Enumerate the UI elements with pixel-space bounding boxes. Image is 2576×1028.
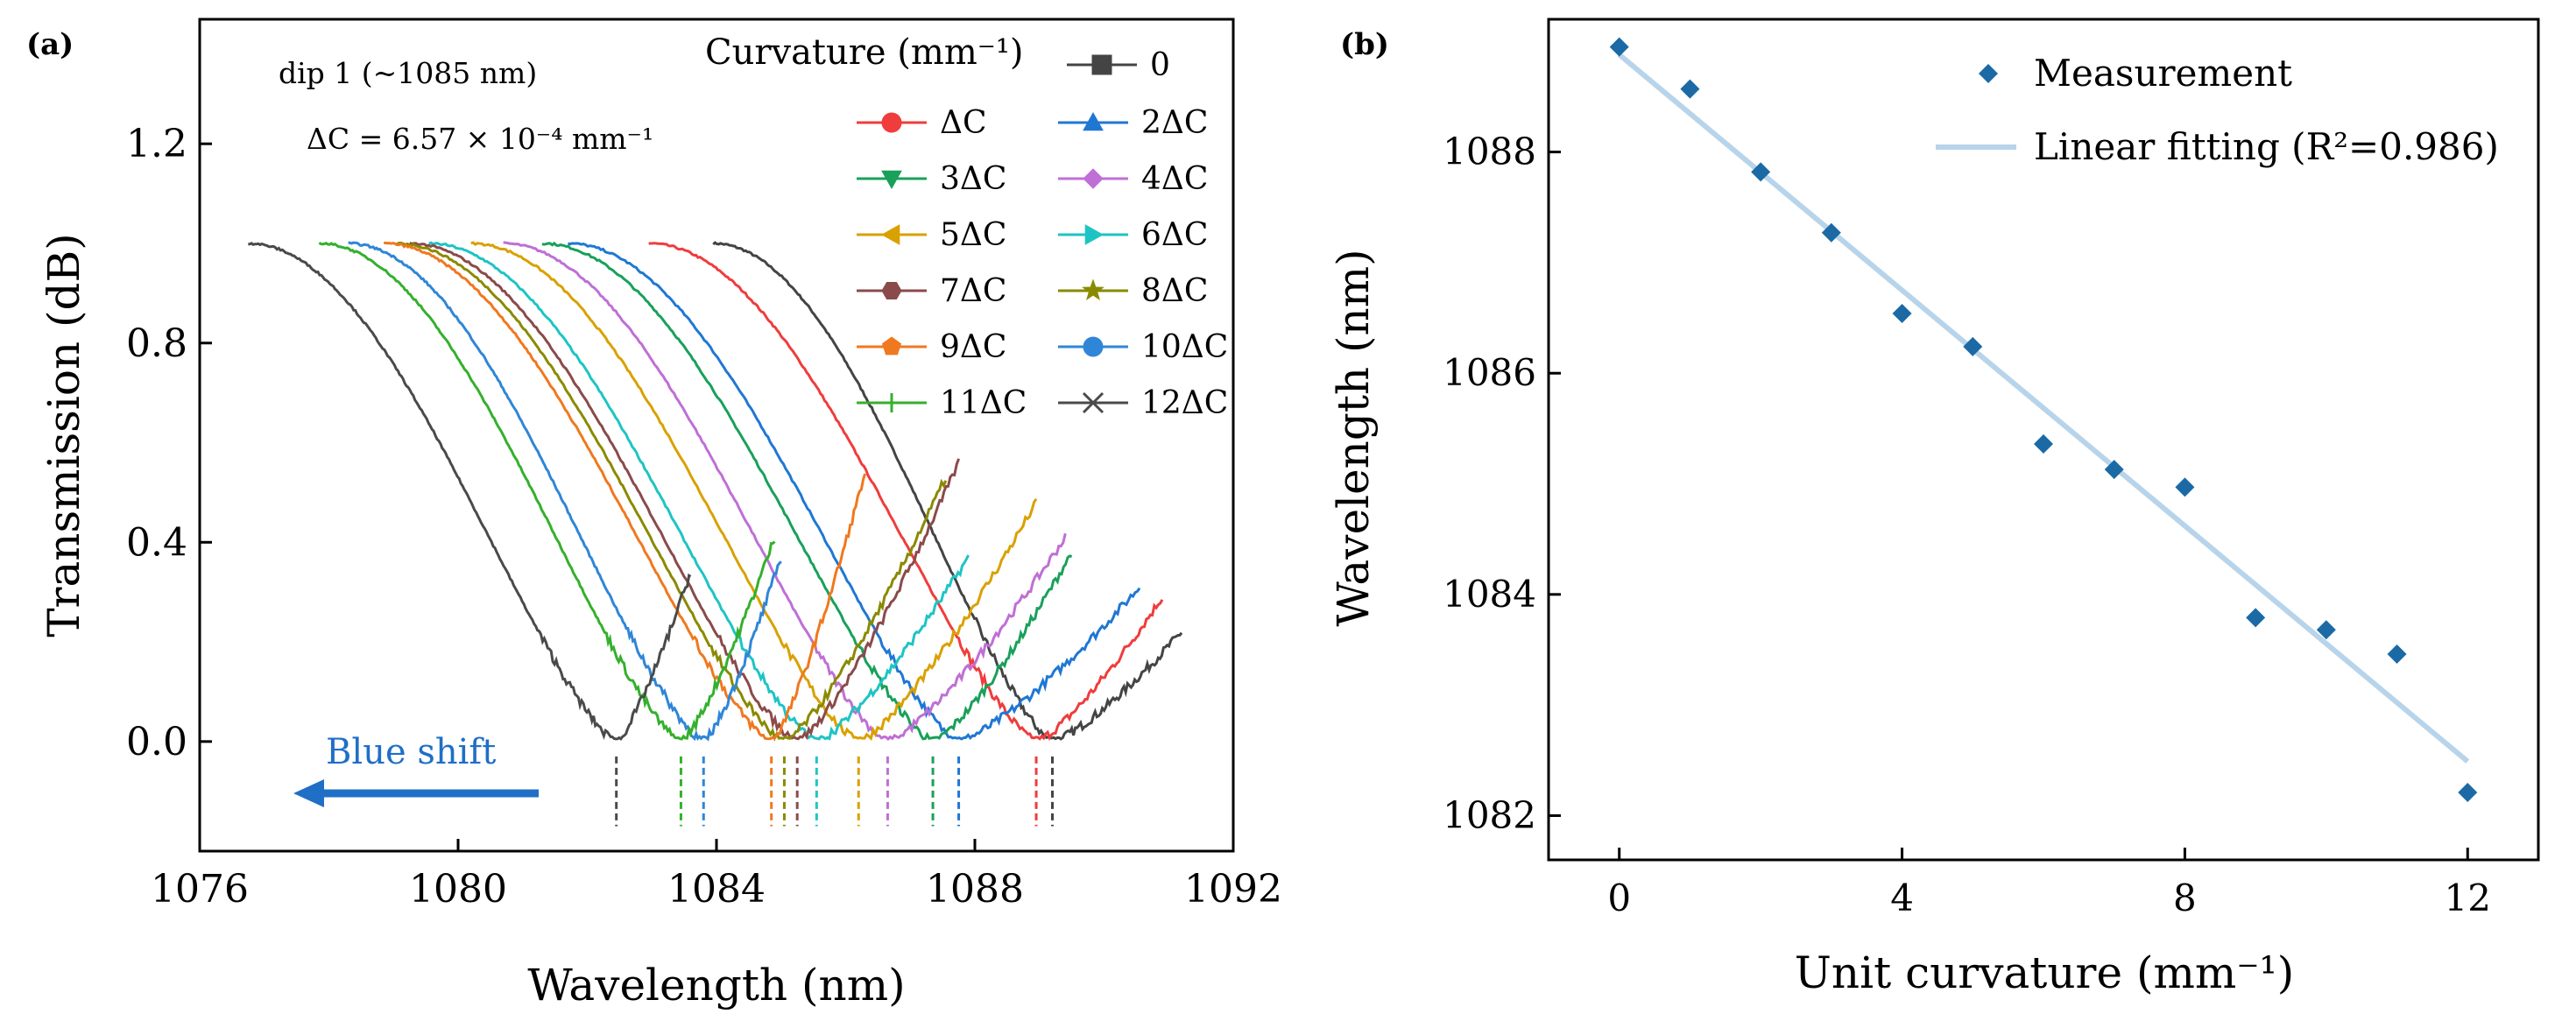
measurement-point	[1892, 304, 1912, 323]
transmission-curve-11	[318, 242, 776, 741]
x-tick-label: 1088	[926, 867, 1024, 912]
transmission-curve-10	[348, 241, 782, 742]
legend-marker-0	[1091, 54, 1112, 75]
x-tick-label: 12	[2445, 877, 2491, 919]
legend-label-8: 8ΔC	[1141, 273, 1208, 309]
measurement-point	[2458, 782, 2478, 802]
panel-b-y-axis: 1082 1084 1086 1088	[1443, 130, 1561, 836]
transmission-curve-4	[503, 241, 1067, 742]
panel-a-x-axis-label: Wavelength (nm)	[527, 960, 905, 1010]
y-tick-label: 1088	[1443, 130, 1536, 173]
legend-label-3: 3ΔC	[940, 161, 1006, 197]
measurement-point	[2034, 434, 2053, 454]
legend-marker-6	[1084, 224, 1105, 245]
panel-a-y-axis: 0.0 0.4 0.8 1.2	[126, 122, 212, 764]
x-tick-label: 1084	[667, 867, 766, 912]
legend-marker-1	[881, 112, 902, 133]
panel-b-legend: Measurement Linear fitting (R²=0.986)	[1936, 52, 2499, 168]
measurement-point	[1751, 162, 1771, 182]
measurement-point	[2387, 644, 2407, 665]
measurement-point	[2246, 608, 2266, 628]
delta-c-annotation: ΔC = 6.57 × 10⁻⁴ mm⁻¹	[307, 122, 653, 156]
legend-marker-7	[881, 281, 902, 300]
legend-label-5: 5ΔC	[940, 217, 1006, 253]
x-tick-label: 0	[1607, 877, 1631, 919]
legend-label-6: 6ΔC	[1141, 217, 1208, 253]
panel-b-frame	[1547, 18, 2540, 862]
legend-marker-2	[1083, 111, 1104, 131]
blue-shift-arrow-icon	[293, 779, 324, 807]
legend-marker-9	[881, 336, 902, 356]
panel-b-x-axis-label: Unit curvature (mm⁻¹)	[1795, 947, 2294, 998]
y-tick-label: 0.0	[126, 720, 187, 764]
transmission-curve-12	[248, 242, 692, 741]
legend-label-9: 9ΔC	[940, 329, 1006, 365]
legend-label-4: 4ΔC	[1141, 161, 1208, 197]
legend-marker-10	[1083, 336, 1104, 357]
legend-label-12: 12ΔC	[1141, 385, 1228, 421]
legend-marker-8	[1082, 278, 1105, 300]
transmission-curve-1	[648, 242, 1164, 742]
measurement-point	[2316, 620, 2336, 640]
legend-marker-4	[1083, 168, 1104, 189]
legend-marker-measurement	[1979, 64, 1998, 83]
panel-b-plot: 0 4 8 12 1082 1084 1086 1088 Measurement Linear…	[1443, 18, 2540, 919]
legend-label-measurement: Measurement	[2034, 52, 2292, 95]
y-tick-label: 1.2	[126, 122, 187, 166]
x-tick-label: 1076	[151, 867, 249, 912]
transmission-curve-6	[428, 241, 970, 741]
legend-label-1: ΔC	[940, 105, 987, 141]
panel-b-x-axis: 0 4 8 12	[1607, 848, 2491, 919]
panel-a-y-axis-label: Transmission (dB)	[39, 233, 89, 637]
x-tick-label: 1080	[409, 867, 507, 912]
panel-b-points	[1609, 37, 2478, 802]
blue-shift-label: Blue shift	[326, 732, 496, 772]
transmission-curve-0	[712, 241, 1183, 741]
panel-a-plot: 1076 1080 1084 1088 1092 0.0 0.4 0.8 1.2 0 ΔC 2ΔC…	[126, 18, 1282, 912]
transmission-curve-3	[541, 241, 1073, 741]
transmission-curve-9	[384, 241, 867, 741]
legend-title: Curvature (mm⁻¹)	[705, 32, 1024, 73]
legend-marker-5	[880, 224, 900, 245]
legend-label-2: 2ΔC	[1141, 105, 1208, 141]
panel-a-legend: 0 ΔC 2ΔC 3ΔC 4ΔC 5ΔC 6ΔC 7ΔC 8ΔC 9ΔC 10ΔC 11ΔC 12ΔC	[857, 47, 1228, 421]
transmission-curve-5	[470, 241, 1038, 742]
transmission-curve-2	[568, 242, 1141, 741]
measurement-point	[1821, 222, 1841, 243]
legend-marker-11	[882, 393, 901, 412]
legend-label-0: 0	[1150, 47, 1170, 83]
measurement-point	[2175, 477, 2195, 497]
transmission-curve-7	[409, 241, 961, 741]
panel-b-y-axis-label: Wavelength (nm)	[1328, 249, 1379, 626]
panel-b-label: (b)	[1340, 27, 1389, 62]
transmission-curve-8	[396, 241, 948, 742]
x-tick-label: 8	[2173, 877, 2197, 919]
y-tick-label: 1084	[1443, 573, 1536, 616]
measurement-point	[1680, 79, 1700, 99]
measurement-point	[2104, 460, 2124, 480]
legend-label-11: 11ΔC	[940, 385, 1027, 421]
y-tick-label: 0.4	[126, 520, 187, 565]
x-tick-label: 1092	[1184, 867, 1282, 912]
legend-marker-3	[881, 170, 902, 190]
panel-a-dip-markers	[615, 756, 1054, 827]
panel-a-curves	[248, 241, 1183, 742]
legend-label-10: 10ΔC	[1141, 329, 1228, 365]
y-tick-label: 1086	[1443, 351, 1536, 394]
panel-a-label: (a)	[26, 27, 74, 62]
y-tick-label: 1082	[1443, 793, 1536, 836]
measurement-point	[1609, 37, 1629, 57]
y-tick-label: 0.8	[126, 321, 187, 366]
measurement-point	[1963, 336, 1983, 356]
x-tick-label: 4	[1890, 877, 1914, 919]
legend-label-fit: Linear fitting (R²=0.986)	[2034, 125, 2499, 168]
panel-a-x-axis: 1076 1080 1084 1088 1092	[151, 839, 1282, 912]
legend-marker-12	[1082, 391, 1105, 414]
dip-annotation: dip 1 (~1085 nm)	[279, 56, 537, 90]
legend-label-7: 7ΔC	[940, 273, 1006, 309]
